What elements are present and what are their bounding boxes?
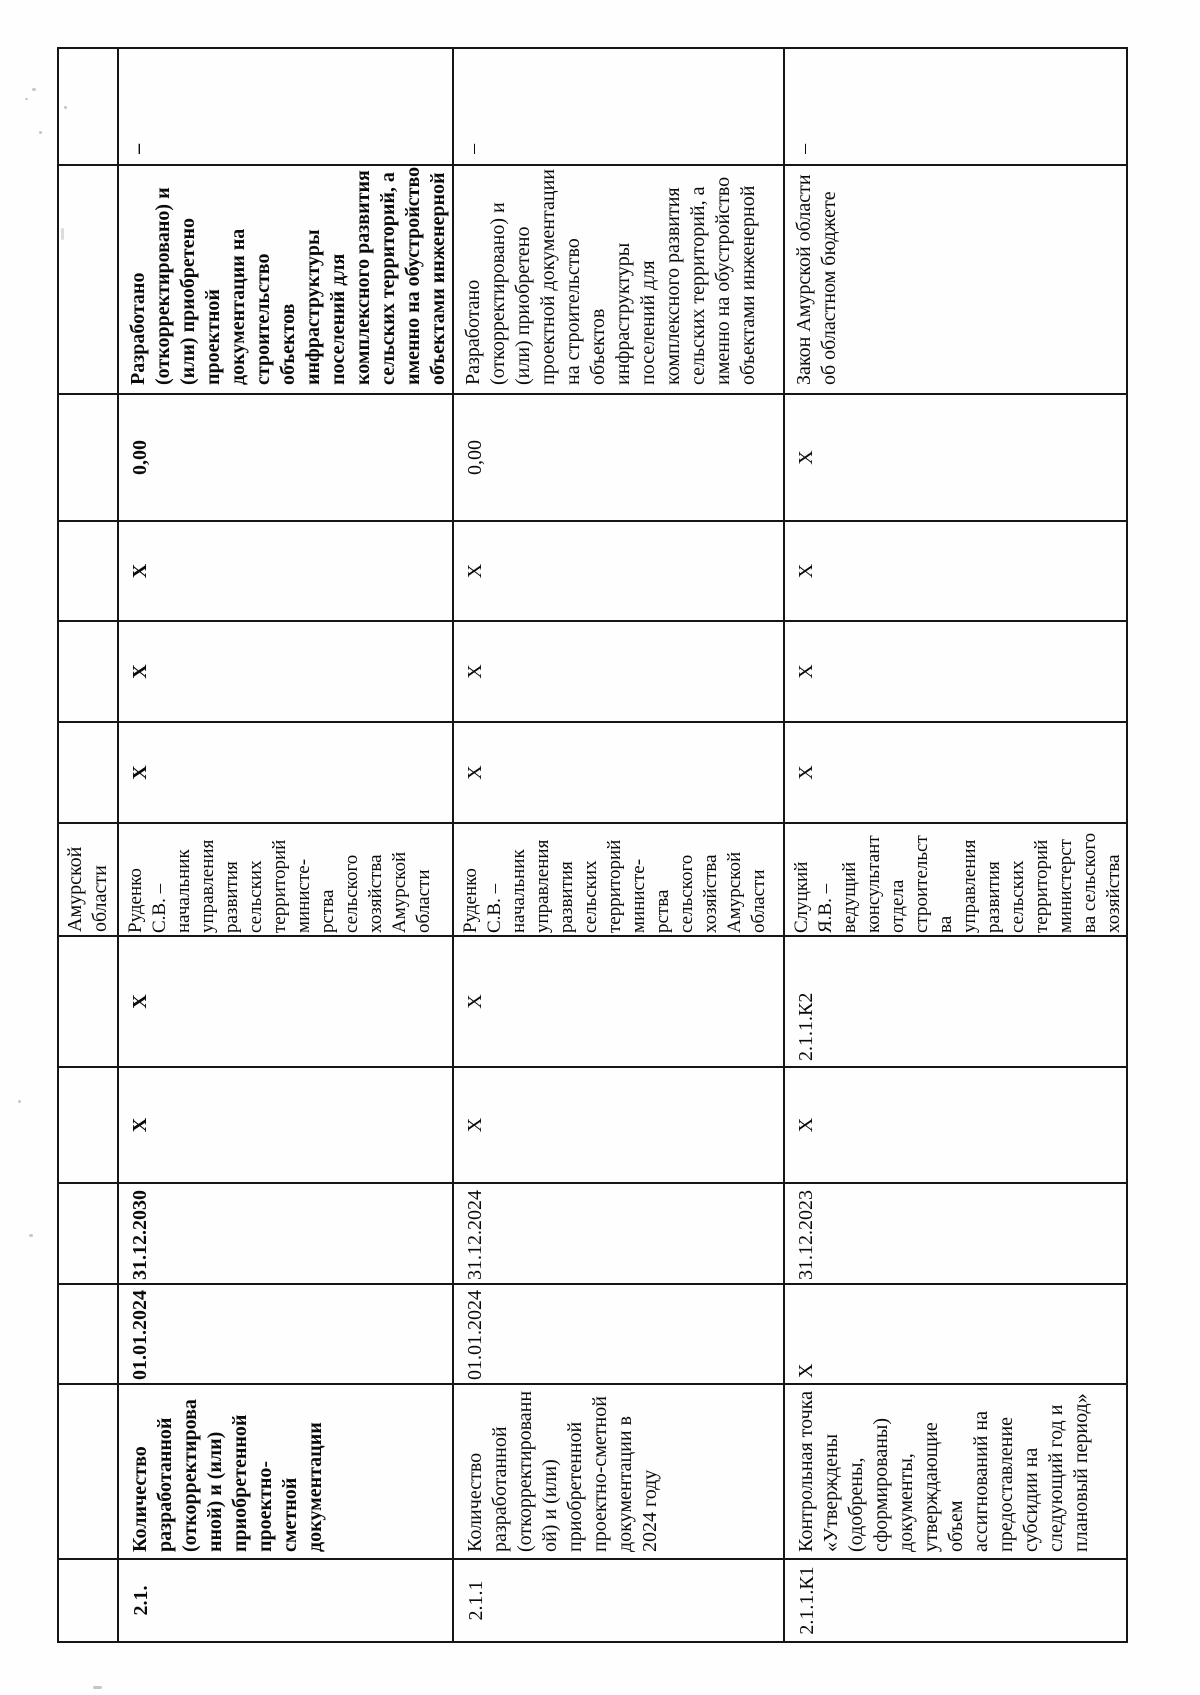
cell-empty [58,394,118,521]
cell-result: Закон Амурской области об областном бюдж… [784,164,1127,394]
cell-x5: X [118,521,453,621]
cell-x5: X [453,521,784,621]
cell-x3: X [784,722,1127,823]
cell-x3: X [118,722,453,823]
cell-x1: X [118,1067,453,1183]
cell-num: 2.1.1.К1 [784,1559,1127,1642]
cell-empty [58,722,118,823]
cell-empty [58,521,118,621]
cell-empty [58,47,118,165]
cell-date-end: 31.12.2023 [784,1183,1127,1284]
cell-date-start: 01.01.2024 [453,1284,784,1384]
table-row: 2.1.1 Количество разработанной (откоррек… [453,47,784,1642]
cell-budget: X [784,394,1127,521]
cell-responsible-tail: Амурской области [58,823,118,936]
scan-speck [61,228,64,240]
cell-empty [58,936,118,1067]
cell-num: 2.1. [118,1559,453,1642]
table-row: 2.1.1.К1 Контрольная точка «Утверждены (… [784,47,1127,1642]
scan-speck [18,1100,21,1103]
table-row-header-continuation: Амурской области [58,47,118,1642]
scan-speck [39,131,42,134]
cell-x2: X [118,936,453,1067]
cell-x3: X [453,722,784,823]
cell-budget: 0,00 [118,394,453,521]
cell-date-start: X [784,1284,1127,1384]
cell-empty [58,1384,118,1559]
scan-speck [32,88,36,91]
cell-dash: – [118,47,453,165]
cell-x4: X [118,621,453,722]
cell-date-end: 31.12.2024 [453,1183,784,1284]
cell-name: Количество разработанной (откорректирова… [118,1384,453,1559]
cell-x4: X [784,621,1127,722]
cell-empty [58,621,118,722]
cell-empty [58,1284,118,1384]
cell-date-start: 01.01.2024 [118,1284,453,1384]
cell-linked-point-code: 2.1.1.К2 [784,936,1127,1067]
cell-budget: 0,00 [453,394,784,521]
cell-x1: X [784,1067,1127,1183]
cell-num: 2.1.1 [453,1559,784,1642]
cell-name: Количество разработанной (откорректирова… [453,1384,784,1559]
cell-x5: X [784,521,1127,621]
cell-dash: – [784,47,1127,165]
cell-empty [58,1183,118,1284]
cell-result: Разработано (откорректировано) и (или) п… [118,164,453,394]
scan-speck [25,98,28,100]
cell-result: Разработано (откорректировано) и (или) п… [453,164,784,394]
cell-x1: X [453,1067,784,1183]
cell-responsible: Руденко С.В. – начальник управления разв… [453,823,784,936]
report-table: Амурской области 2.1. Количество разрабо… [57,47,1128,1643]
table-row: 2.1. Количество разработанной (откоррект… [118,47,453,1642]
cell-empty [58,1067,118,1183]
cell-empty [58,1559,118,1642]
cell-dash: – [453,47,784,165]
cell-empty [58,164,118,394]
cell-x2: X [453,936,784,1067]
cell-responsible: Слуцкий Я.В. – ведущий консультант отдел… [784,823,1127,936]
scan-speck [64,106,67,109]
cell-date-end: 31.12.2030 [118,1183,453,1284]
cell-responsible: Руденко С.В. – начальник управления разв… [118,823,453,936]
scan-speck [29,1234,33,1237]
cell-name: Контрольная точка «Утверждены (одобрены,… [784,1384,1127,1559]
scan-speck [93,1686,102,1689]
cell-x4: X [453,621,784,722]
